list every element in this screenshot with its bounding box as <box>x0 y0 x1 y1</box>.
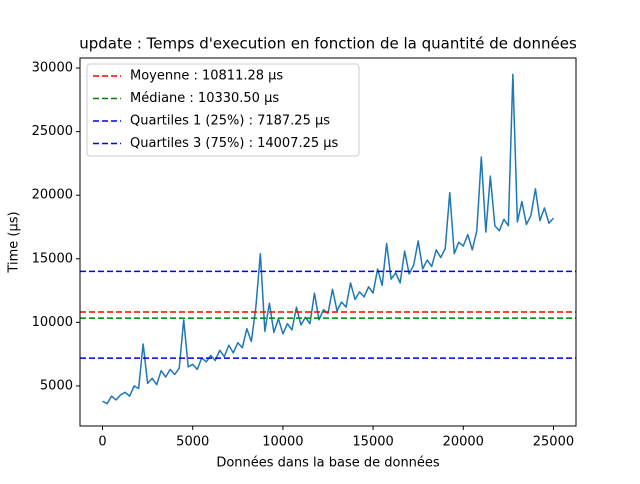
y-tick-label: 10000 <box>32 315 73 330</box>
legend-label: Moyenne : 10811.28 µs <box>130 69 283 84</box>
y-tick-label: 30000 <box>32 61 73 76</box>
legend-label: Quartiles 1 (25%) : 7187.25 µs <box>130 114 330 129</box>
y-tick-label: 20000 <box>32 188 73 203</box>
y-tick-label: 5000 <box>40 378 73 393</box>
y-tick-label: 25000 <box>32 124 73 139</box>
x-tick-label: 20000 <box>443 435 484 450</box>
x-tick-label: 0 <box>98 435 106 450</box>
chart-title: update : Temps d'execution en fonction d… <box>79 35 577 53</box>
x-tick-label: 15000 <box>352 435 393 450</box>
x-tick-label: 10000 <box>262 435 303 450</box>
x-tick-label: 5000 <box>176 435 209 450</box>
x-tick-label: 25000 <box>533 435 574 450</box>
axes-frame <box>79 57 577 427</box>
data-line <box>102 73 555 405</box>
legend-box <box>86 63 360 157</box>
x-axis-label: Données dans la base de données <box>216 456 440 471</box>
y-tick-label: 15000 <box>32 251 73 266</box>
legend-label: Médiane : 10330.50 µs <box>130 91 279 106</box>
y-axis-label: Time (µs) <box>7 211 22 273</box>
legend-label: Quartiles 3 (75%) : 14007.25 µs <box>130 136 339 151</box>
